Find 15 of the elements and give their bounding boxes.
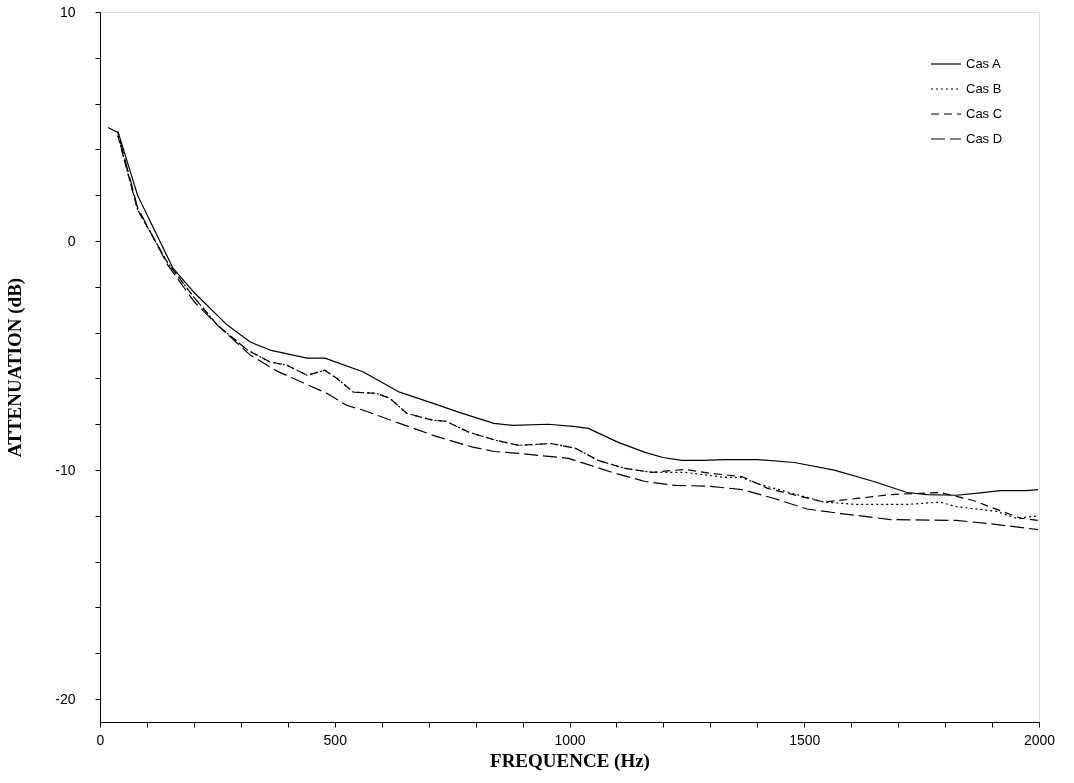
- y-tick-label: -20: [55, 690, 76, 707]
- x-axis-title: FREQUENCE (Hz): [490, 749, 650, 772]
- y-tick-label: 10: [59, 3, 76, 20]
- legend-label: Cas A: [966, 56, 1002, 71]
- y-tick-label: 0: [67, 232, 76, 249]
- legend-label: Cas B: [966, 81, 1002, 96]
- x-tick-label: 0: [96, 731, 105, 748]
- y-tick-label: -10: [55, 461, 76, 478]
- y-axis-title: ATTENUATION (dB): [4, 277, 27, 458]
- x-tick-label: 2000: [1023, 731, 1056, 748]
- x-tick-label: 500: [323, 731, 348, 748]
- legend-label: Cas D: [966, 131, 1003, 146]
- x-tick-label: 1000: [554, 731, 586, 748]
- x-tick-label: 1500: [789, 731, 821, 748]
- legend-label: Cas C: [966, 106, 1003, 121]
